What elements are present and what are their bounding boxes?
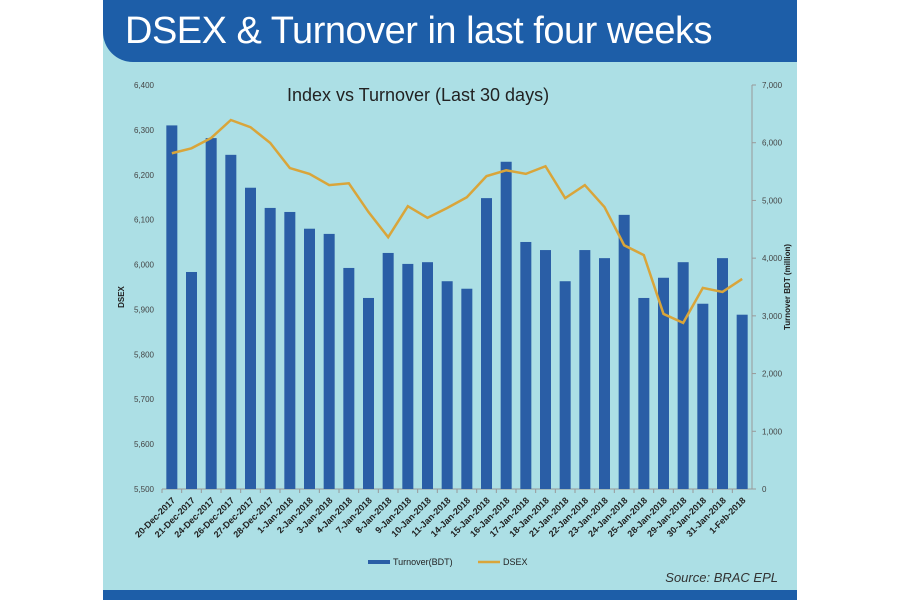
source-note: Source: BRAC EPL bbox=[665, 570, 778, 585]
turnover-bar bbox=[205, 138, 217, 489]
turnover-bar bbox=[284, 211, 296, 489]
chart-title: Index vs Turnover (Last 30 days) bbox=[287, 85, 549, 105]
y-tick-label: 6,400 bbox=[134, 81, 155, 90]
legend-label-turnover: Turnover(BDT) bbox=[393, 557, 453, 567]
y2-tick-label: 2,000 bbox=[762, 370, 783, 379]
dsex-line bbox=[171, 118, 743, 325]
turnover-bar bbox=[166, 125, 178, 490]
header-bar bbox=[103, 0, 797, 62]
y2-tick-label: 3,000 bbox=[762, 312, 783, 321]
y2-tick-label: 1,000 bbox=[762, 427, 783, 436]
y-tick-label: 5,800 bbox=[134, 350, 155, 359]
turnover-bar bbox=[461, 288, 473, 489]
y-tick-label: 6,200 bbox=[134, 171, 155, 180]
turnover-bar bbox=[717, 258, 728, 489]
turnover-bar bbox=[520, 241, 532, 489]
turnover-bar bbox=[599, 258, 610, 489]
y2-tick-label: 4,000 bbox=[762, 254, 783, 263]
turnover-bar bbox=[343, 267, 355, 489]
turnover-bar bbox=[382, 252, 394, 489]
turnover-bar bbox=[264, 207, 276, 489]
y-tick-label: 6,000 bbox=[134, 261, 155, 270]
turnover-bar bbox=[638, 297, 650, 489]
turnover-bar bbox=[422, 262, 433, 489]
turnover-bar bbox=[402, 263, 414, 489]
turnover-bar bbox=[736, 314, 748, 489]
y2-tick-label: 7,000 bbox=[762, 81, 783, 90]
turnover-bar bbox=[540, 250, 551, 489]
y2-tick-label: 0 bbox=[762, 485, 767, 494]
turnover-bar bbox=[677, 262, 689, 489]
turnover-bar bbox=[618, 214, 630, 489]
y2-axis-label: Turnover BDT (million) bbox=[783, 244, 792, 330]
turnover-bar bbox=[559, 281, 571, 489]
turnover-bar bbox=[186, 271, 197, 489]
turnover-bar bbox=[363, 297, 374, 489]
y-tick-label: 5,500 bbox=[134, 485, 155, 494]
y2-tick-label: 5,000 bbox=[762, 196, 783, 205]
turnover-bar bbox=[304, 228, 315, 490]
turnover-bar bbox=[245, 187, 256, 489]
turnover-bar bbox=[481, 198, 492, 489]
y-tick-label: 5,600 bbox=[134, 440, 155, 449]
turnover-bar bbox=[225, 154, 237, 489]
footer-bar bbox=[103, 590, 797, 600]
turnover-bar bbox=[500, 161, 512, 489]
y-tick-label: 5,900 bbox=[134, 305, 155, 314]
y-axis-label: DSEX bbox=[117, 285, 126, 307]
legend-label-dsex: DSEX bbox=[503, 557, 528, 567]
y-tick-label: 6,100 bbox=[134, 216, 155, 225]
turnover-bar bbox=[579, 250, 591, 489]
page-title: DSEX & Turnover in last four weeks bbox=[125, 10, 713, 52]
y-tick-label: 6,300 bbox=[134, 126, 155, 135]
y2-tick-label: 6,000 bbox=[762, 139, 783, 148]
turnover-bar bbox=[323, 233, 335, 489]
legend-swatch-turnover bbox=[368, 560, 390, 564]
turnover-bar bbox=[441, 281, 453, 489]
y-tick-label: 5,700 bbox=[134, 395, 155, 404]
turnover-bar bbox=[658, 277, 669, 489]
turnover-bar bbox=[697, 303, 709, 489]
